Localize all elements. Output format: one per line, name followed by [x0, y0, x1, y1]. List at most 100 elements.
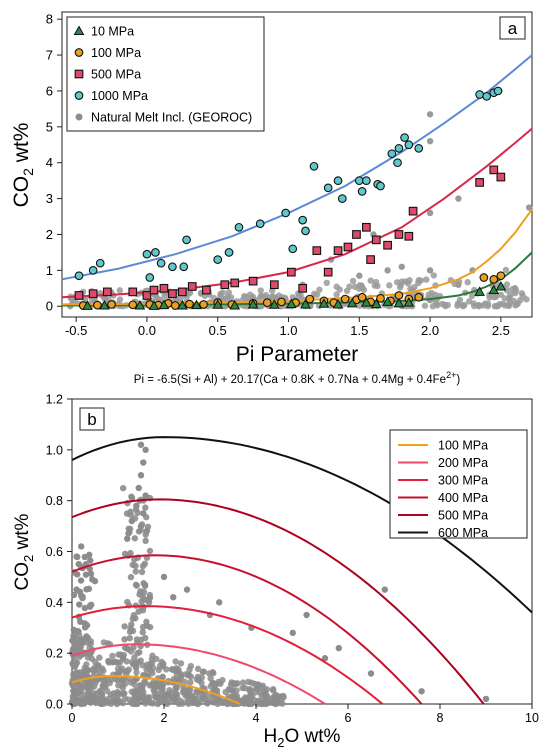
georoc-point	[239, 679, 247, 686]
legend-label: 400 MPa	[438, 491, 488, 505]
data-point-500-mpa	[298, 283, 308, 293]
georoc-point	[171, 695, 178, 703]
georoc-point	[161, 292, 168, 300]
georoc-point	[70, 626, 77, 634]
georoc-point	[511, 285, 519, 292]
data-point-500-mpa	[362, 222, 371, 232]
data-point-1000-mpa	[404, 140, 414, 150]
georoc-point	[83, 691, 90, 698]
georoc-point	[140, 588, 148, 596]
data-point-10-mpa	[247, 298, 259, 309]
y-tick-label: 4	[46, 155, 53, 170]
georoc-point	[78, 543, 85, 550]
data-point-100-mpa	[93, 300, 102, 310]
data-point-100-mpa	[414, 292, 424, 302]
georoc-point	[193, 676, 201, 683]
georoc-point	[471, 302, 478, 310]
data-point-500-mpa	[159, 283, 169, 293]
georoc-point	[270, 699, 277, 706]
y-tick-label: 0.4	[46, 596, 63, 610]
georoc-point	[139, 683, 146, 690]
georoc-point	[397, 281, 405, 289]
data-point-500-mpa	[102, 287, 112, 297]
georoc-point	[189, 699, 196, 707]
curve-1000-mpa	[61, 54, 533, 281]
x-tick-label: 2.0	[421, 323, 439, 338]
data-point-1000-mpa	[400, 133, 409, 142]
georoc-point	[81, 604, 89, 612]
georoc-point	[242, 696, 250, 704]
data-point-100-mpa	[496, 271, 506, 281]
panel-b-curves	[71, 436, 533, 705]
x-tick-label: 1.0	[279, 323, 297, 338]
georoc-point	[313, 291, 321, 298]
georoc-point	[92, 667, 100, 674]
georoc-point	[133, 502, 140, 509]
data-point-1000-mpa	[376, 181, 385, 191]
x-tick-label: 8	[437, 711, 444, 725]
data-point-1000-mpa	[213, 255, 223, 264]
panel-b-label: b	[87, 410, 96, 429]
georoc-point	[141, 698, 148, 705]
panel-a-formula: Pi = -6.5(Si + Al) + 20.17(Ca + 0.8K + 0…	[134, 370, 461, 386]
georoc-point	[135, 484, 142, 492]
georoc-point	[155, 699, 162, 706]
georoc-point	[241, 684, 249, 692]
georoc-point	[525, 204, 533, 211]
georoc-point	[455, 281, 462, 288]
data-point-10-mpa	[212, 299, 224, 309]
data-point-1000-mpa	[151, 248, 160, 257]
georoc-point	[502, 266, 510, 274]
y-tick-label: 0.0	[46, 698, 63, 712]
georoc-point	[98, 696, 105, 704]
georoc-point	[224, 293, 232, 300]
georoc-point	[464, 279, 471, 286]
georoc-point	[248, 693, 256, 700]
data-point-10-mpa	[393, 297, 405, 308]
panel-a: -0.5 0.0 0.5 1.0 1.5 2.0 2.5 0 1 2 3 4 5 6 7 8 a 10 MP…	[10, 11, 533, 386]
georoc-point	[116, 287, 124, 294]
y-tick-label: 0.6	[46, 545, 63, 559]
data-point-100-mpa	[185, 299, 194, 309]
georoc-point	[381, 586, 388, 593]
georoc-point	[114, 676, 121, 684]
data-point-500-mpa	[383, 240, 392, 250]
georoc-point	[277, 696, 285, 704]
georoc-point	[505, 302, 513, 310]
data-point-10-mpa	[474, 286, 485, 296]
georoc-point	[127, 573, 135, 581]
georoc-point	[98, 665, 106, 672]
georoc-point	[71, 646, 79, 653]
legend-label: 500 MPa	[91, 68, 141, 82]
data-point-10-mpa	[285, 298, 297, 309]
georoc-point	[81, 664, 89, 671]
data-point-1000-mpa	[142, 249, 152, 259]
georoc-point	[160, 660, 167, 667]
data-point-500-mpa	[220, 280, 230, 290]
georoc-point	[126, 525, 134, 533]
georoc-point	[398, 263, 405, 270]
georoc-point	[75, 684, 83, 691]
panel-b: 0 2 4 6 8 10 0.0 0.2 0.4 0.6 0.8 1.0 1.2 b 100 MPa 2…	[12, 393, 539, 750]
georoc-point	[143, 661, 151, 668]
data-point-100-mpa	[489, 274, 499, 284]
georoc-point	[426, 111, 434, 118]
georoc-point	[137, 522, 145, 530]
curve-300-mpa	[71, 605, 384, 705]
georoc-point	[131, 556, 138, 563]
data-point-1000-mpa	[357, 187, 367, 196]
data-point-1000-mpa	[394, 144, 404, 153]
georoc-point	[81, 553, 89, 561]
panel-a-x-label: Pi Parameter	[236, 343, 359, 366]
georoc-point	[411, 283, 418, 291]
georoc-point	[519, 292, 527, 300]
georoc-point	[226, 686, 234, 693]
georoc-point	[123, 658, 130, 665]
georoc-point	[149, 700, 157, 707]
georoc-point	[69, 696, 77, 703]
panel-a-legend: 10 MPa 100 MPa 500 MPa 1000 MPa Natural Melt…	[66, 16, 265, 132]
data-point-500-mpa	[496, 172, 506, 182]
georoc-point	[116, 698, 124, 705]
georoc-point	[139, 562, 147, 570]
